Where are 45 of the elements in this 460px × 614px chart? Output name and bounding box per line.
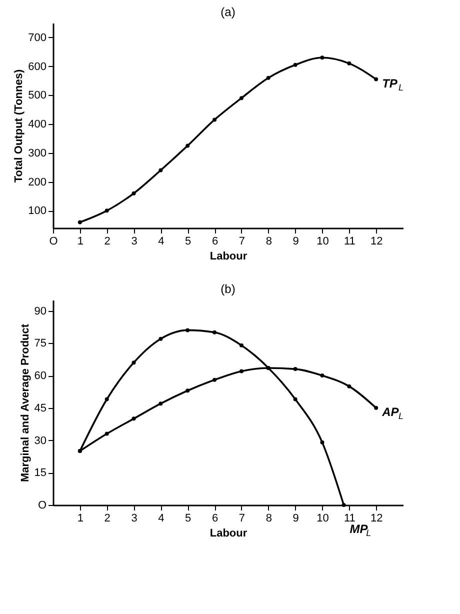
y-tick-label: 600 xyxy=(28,60,46,73)
x-tick-label: 10 xyxy=(316,512,329,524)
y-tick-label: 100 xyxy=(28,205,46,218)
chart-title: (b) xyxy=(220,282,236,296)
y-tick-label: 45 xyxy=(34,402,46,414)
y-axis-title: Total Output (Tonnes) xyxy=(13,69,26,183)
y-tick-label: 700 xyxy=(28,32,46,44)
y-tick-label: O xyxy=(38,500,47,512)
x-tick-label: 8 xyxy=(266,512,272,524)
x-tick-label: 3 xyxy=(131,236,138,248)
y-tick-label: 60 xyxy=(34,370,46,382)
x-tick-label: 11 xyxy=(344,512,356,524)
y-tick-label: 15 xyxy=(34,467,46,480)
x-tick-label: 7 xyxy=(238,236,246,248)
x-tick-label: 1 xyxy=(77,512,84,524)
x-tick-label: 4 xyxy=(158,236,164,248)
x-tick-label: 10 xyxy=(316,236,329,248)
x-tick-label: 5 xyxy=(185,512,192,524)
x-tick-label: 8 xyxy=(266,236,272,248)
x-tick-label: 9 xyxy=(292,512,299,524)
x-tick-label: 5 xyxy=(185,236,192,248)
x-tick-label: 7 xyxy=(238,512,246,524)
x-tick-label: 3 xyxy=(131,512,138,524)
x-tick-label: 11 xyxy=(344,236,356,248)
y-tick-label: 300 xyxy=(28,147,46,160)
x-tick-label: 6 xyxy=(212,512,218,524)
y-tick-label: 200 xyxy=(28,176,46,188)
y-axis-title: Marginal and Average Product xyxy=(19,324,32,482)
y-tick-label: 90 xyxy=(34,305,46,318)
x-tick-label: 2 xyxy=(104,512,110,524)
x-tick-label: 4 xyxy=(158,512,164,524)
y-tick-label: 500 xyxy=(28,90,46,102)
x-tick-label: 1 xyxy=(77,236,84,248)
x-axis-title: Labour xyxy=(210,250,248,262)
x-tick-label: O xyxy=(49,236,58,248)
y-tick-label: 400 xyxy=(28,118,46,131)
x-tick-label: 2 xyxy=(104,236,110,248)
x-tick-label: 12 xyxy=(370,512,383,524)
x-tick-label: 6 xyxy=(212,236,218,248)
y-tick-label: 30 xyxy=(34,434,46,447)
x-tick-label: 12 xyxy=(370,236,383,248)
x-tick-label: 9 xyxy=(292,236,299,248)
x-axis-title: Labour xyxy=(210,528,248,540)
chart-title: (a) xyxy=(220,5,236,19)
y-tick-label: 75 xyxy=(34,338,46,350)
